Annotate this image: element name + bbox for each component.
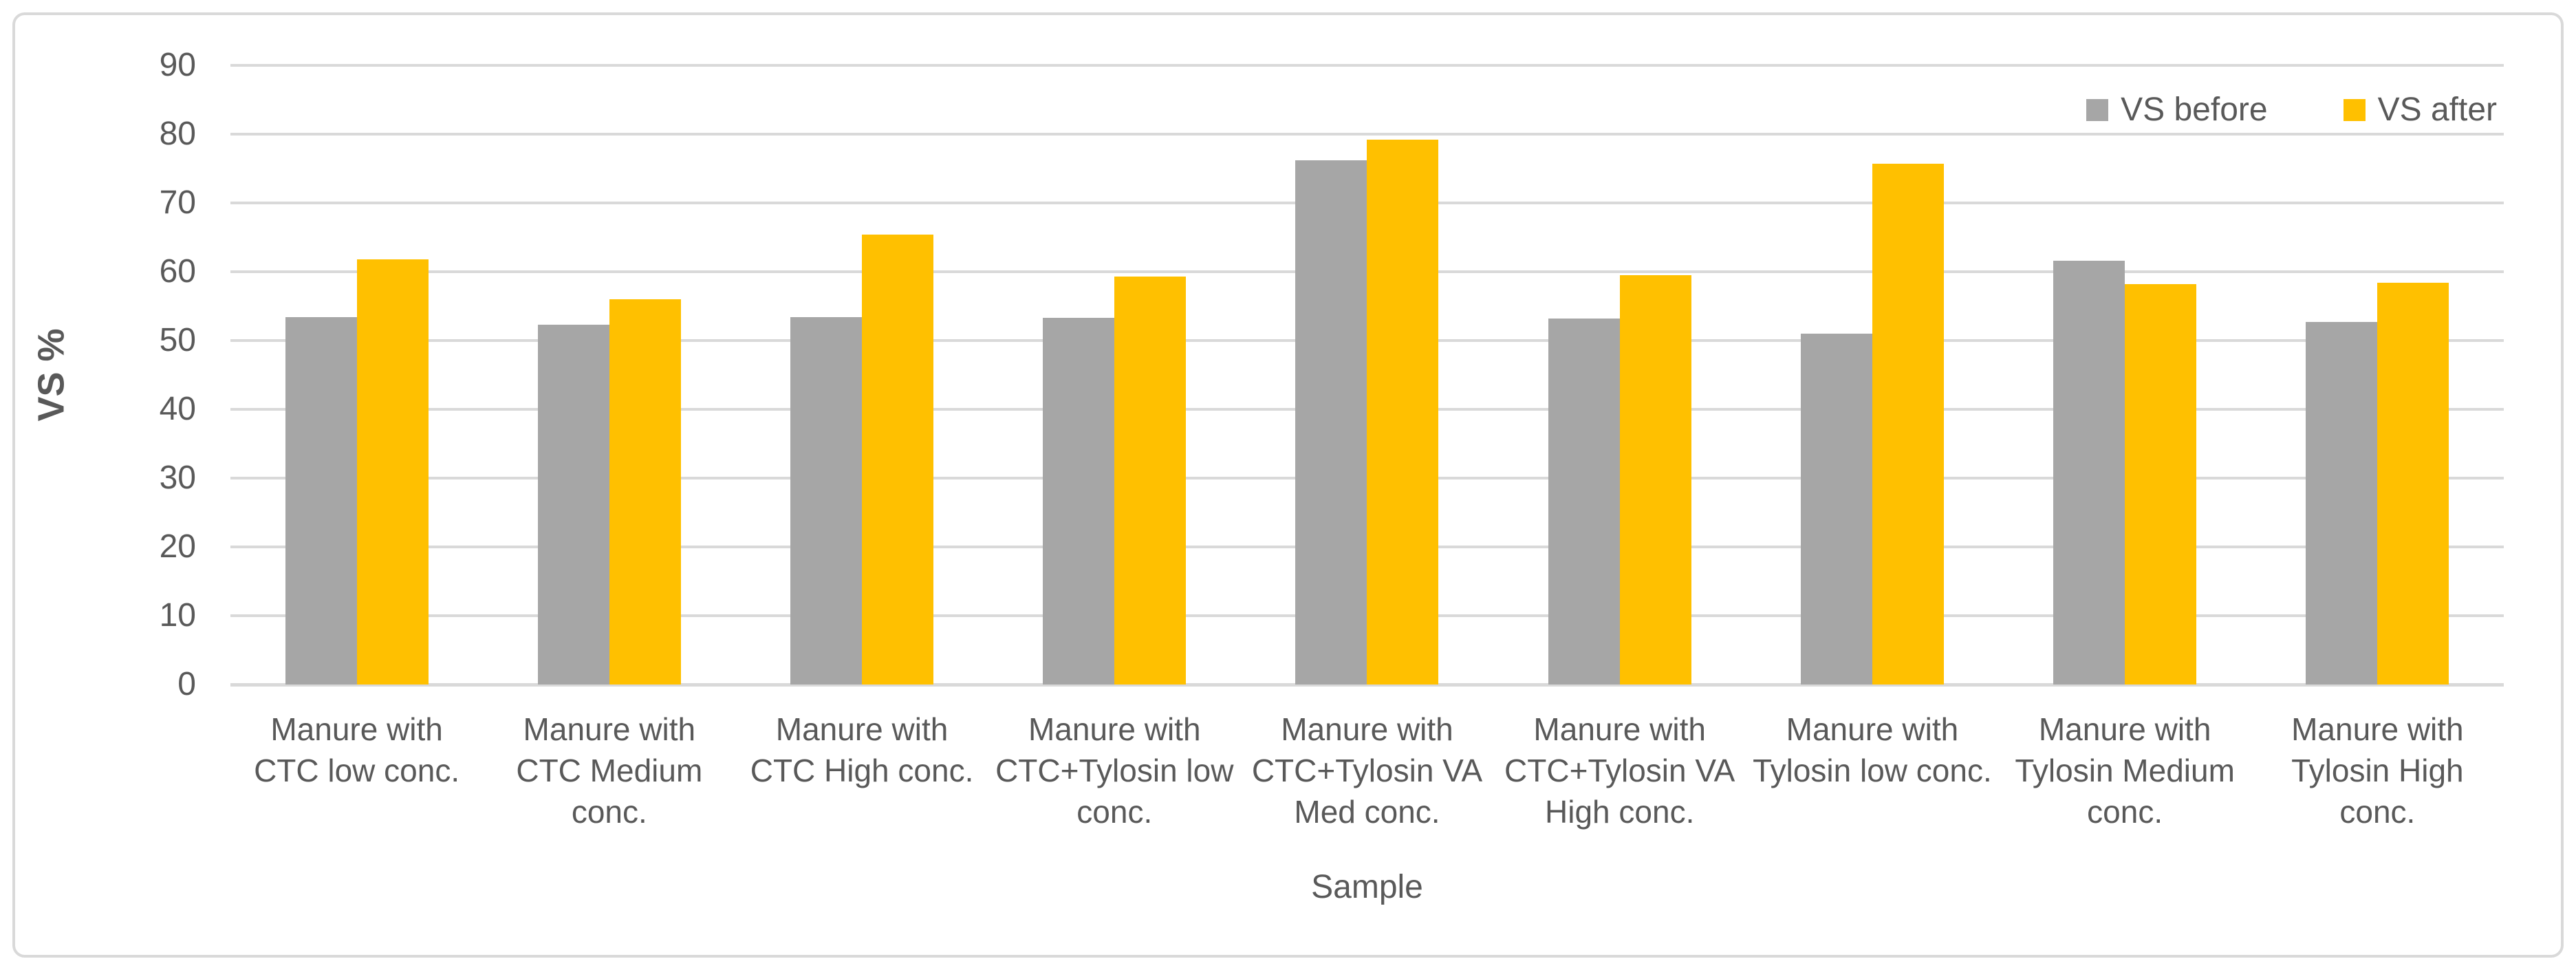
legend-item-vs-after: VS after	[2343, 91, 2497, 129]
y-tick-label-90: 90	[159, 47, 196, 83]
x-category-label-9: Manure with Tylosin High conc.	[2291, 711, 2464, 830]
bar-vs-before-5	[1295, 160, 1367, 685]
gridline-0	[230, 683, 2504, 687]
category-slot-9	[2251, 65, 2504, 685]
bar-vs-before-8	[2053, 261, 2125, 685]
chart-frame-border	[12, 12, 2564, 958]
y-tick-label-30: 30	[159, 460, 196, 496]
y-tick-label-20: 20	[159, 528, 196, 565]
bar-vs-after-8	[2125, 284, 2197, 685]
bar-vs-before-1	[285, 317, 357, 685]
category-slot-3	[735, 65, 988, 685]
y-axis-title: VS %	[21, 65, 83, 685]
x-category-label-2: Manure with CTC Medium conc.	[516, 711, 703, 830]
bar-vs-after-7	[1872, 164, 1944, 685]
plot-area	[230, 64, 2504, 687]
y-tick-label-0: 0	[177, 666, 196, 702]
y-tick-label-50: 50	[159, 322, 196, 358]
bar-vs-after-9	[2377, 283, 2449, 685]
bar-vs-after-3	[862, 235, 934, 685]
x-category-label-7: Manure with Tylosin low conc.	[1753, 711, 1992, 788]
legend-swatch-icon	[2343, 98, 2366, 121]
legend: VS before VS after	[2086, 91, 2497, 129]
x-category-label-3: Manure with CTC High conc.	[750, 711, 974, 788]
bar-vs-after-2	[609, 299, 681, 685]
x-category-label-5: Manure with CTC+Tylosin VA Med conc.	[1251, 711, 1483, 830]
x-category-label-4: Manure with CTC+Tylosin low conc.	[995, 711, 1234, 830]
bar-vs-before-6	[1548, 319, 1620, 685]
y-tick-label-60: 60	[159, 253, 196, 290]
bars	[230, 65, 2504, 685]
y-tick-label-10: 10	[159, 597, 196, 634]
bar-vs-before-9	[2306, 322, 2378, 685]
bar-vs-before-2	[537, 325, 609, 685]
category-slot-4	[988, 65, 1241, 685]
x-category-label-8: Manure with Tylosin Medium conc.	[2015, 711, 2235, 830]
legend-label: VS before	[2121, 91, 2268, 128]
gridline-80	[230, 133, 2504, 136]
bar-vs-after-4	[1114, 277, 1187, 685]
legend-label: VS after	[2377, 91, 2497, 128]
x-category-label-1: Manure with CTC low conc.	[254, 711, 460, 788]
gridline-90	[230, 64, 2504, 67]
y-tick-label-40: 40	[159, 391, 196, 427]
category-slot-5	[1241, 65, 1493, 685]
category-slot-7	[1746, 65, 1998, 685]
bar-vs-before-3	[790, 317, 863, 685]
bar-vs-after-1	[356, 259, 429, 685]
x-axis-title: Sample	[1311, 869, 1423, 905]
category-slot-2	[483, 65, 735, 685]
y-tick-label-80: 80	[159, 116, 196, 152]
legend-swatch-icon	[2086, 98, 2109, 121]
bar-vs-after-6	[1619, 275, 1691, 685]
legend-item-vs-before: VS before	[2086, 91, 2268, 129]
y-tick-label-70: 70	[159, 184, 196, 221]
category-slot-1	[230, 65, 483, 685]
bar-vs-before-4	[1043, 318, 1115, 685]
category-slot-6	[1493, 65, 1746, 685]
bar-vs-before-7	[1800, 334, 1872, 685]
bar-vs-after-5	[1367, 140, 1439, 685]
category-slot-8	[1999, 65, 2251, 685]
x-category-label-6: Manure with CTC+Tylosin VA High conc.	[1504, 711, 1735, 830]
x-axis-category-labels: Manure with CTC low conc. Manure with CTC…	[230, 709, 2504, 832]
